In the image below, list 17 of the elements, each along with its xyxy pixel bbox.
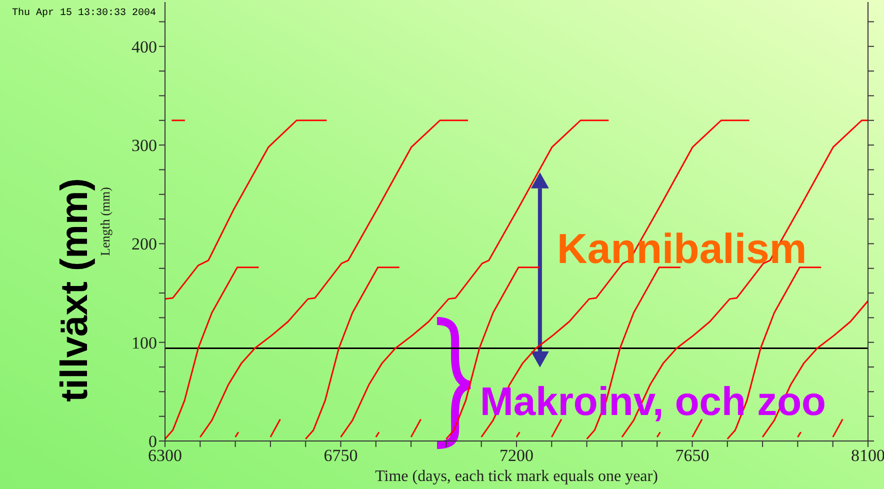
x-tick-label: 8100	[851, 446, 884, 466]
line-series	[165, 120, 328, 300]
y-tick-label: 400	[132, 37, 157, 56]
text: Thu Apr 15 13:30:33 2004	[12, 8, 156, 19]
x-tick-label: 7200	[500, 446, 534, 466]
line-series	[199, 120, 469, 438]
x-tick-label: 6300	[148, 446, 182, 466]
line-series	[304, 266, 400, 440]
y-tick-label: 100	[132, 333, 157, 352]
x-tick-label: 7650	[675, 446, 710, 466]
line-series	[165, 266, 260, 440]
text: tillväxt (mm)	[54, 178, 96, 402]
x-axis-title: Time (days, each tick mark equals one year)	[375, 468, 658, 485]
y-tick-label: 300	[132, 136, 157, 156]
x-tick-label: 6750	[324, 446, 358, 466]
y-axis-title: Length (mm)	[98, 187, 113, 256]
y-tick-label: 200	[132, 234, 157, 254]
